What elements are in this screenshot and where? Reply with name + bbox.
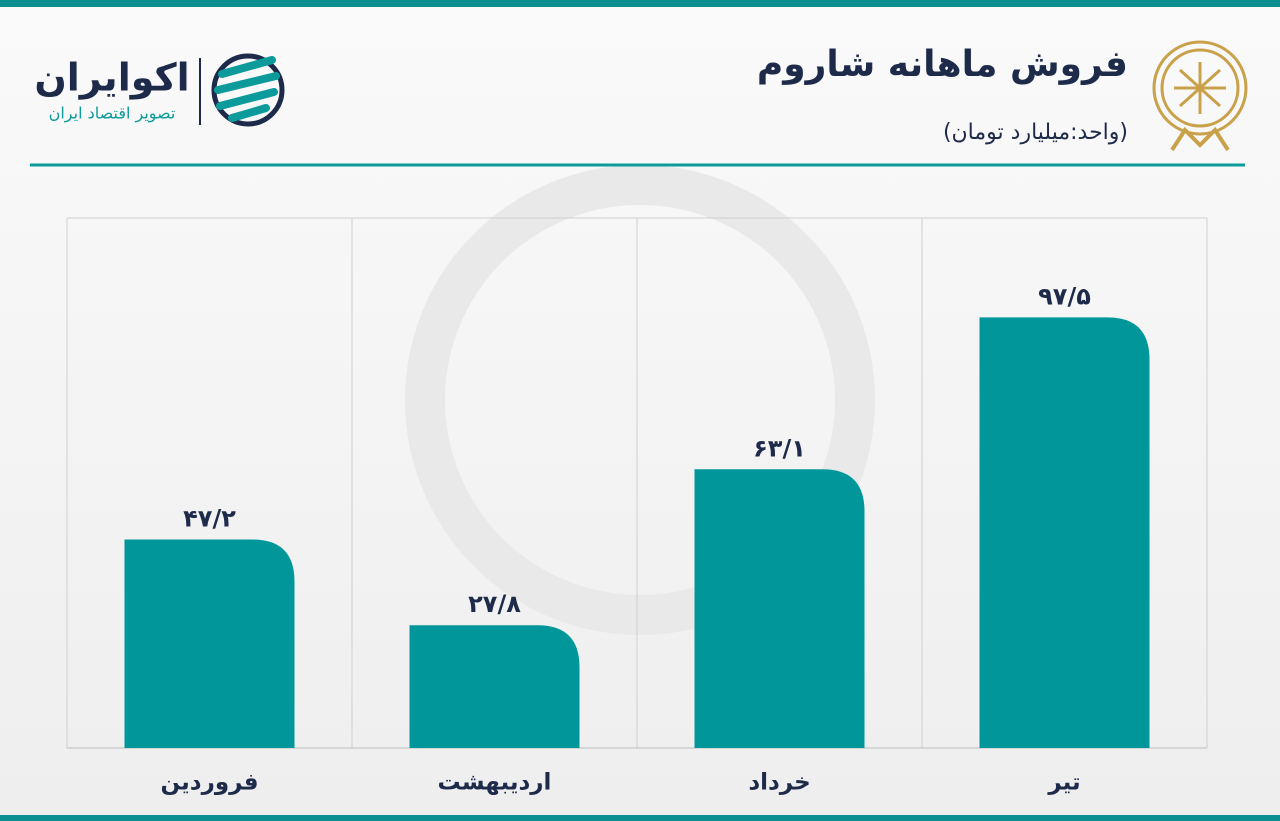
watermark (405, 165, 875, 635)
value-label: ۶۳/۱ (753, 434, 806, 462)
value-label: ۴۷/۲ (183, 505, 236, 533)
chart-title: فروش ماهانه شاروم (757, 44, 1128, 85)
logo-icon (211, 53, 285, 127)
logo-name: اکوایران (34, 56, 189, 100)
value-label: ۹۷/۵ (1038, 282, 1091, 310)
x-tick-label: خرداد (748, 770, 810, 796)
x-tick-label: تیر (1047, 770, 1080, 796)
x-tick-label: اردیبهشت (438, 770, 552, 796)
logo-tagline: تصویر اقتصاد ایران (49, 104, 176, 124)
chart-subtitle: (واحد:میلیارد تومان) (943, 120, 1128, 145)
bar (409, 625, 580, 748)
top-band (0, 0, 1280, 7)
bar (124, 539, 295, 748)
value-label: ۲۷/۸ (468, 590, 521, 618)
x-tick-label: فروردین (160, 770, 258, 796)
bar (979, 317, 1150, 748)
bar (694, 469, 865, 748)
emblem (1152, 40, 1248, 152)
bottom-band (0, 815, 1280, 821)
